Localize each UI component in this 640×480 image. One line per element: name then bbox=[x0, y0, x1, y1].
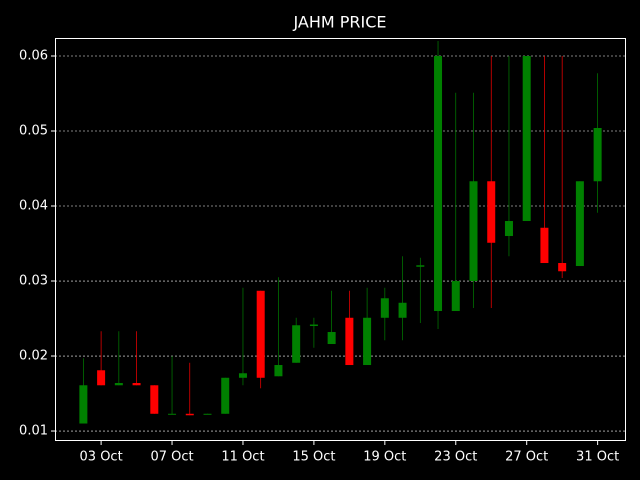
candle-body bbox=[292, 325, 301, 363]
y-tick-label: 0.05 bbox=[19, 124, 48, 139]
x-tick-label: 19 Oct bbox=[363, 450, 406, 465]
x-tick-label: 23 Oct bbox=[434, 450, 477, 465]
x-tick-label: 03 Oct bbox=[80, 450, 123, 465]
candle-body bbox=[150, 385, 159, 414]
x-tick-label: 07 Oct bbox=[150, 450, 193, 465]
candle-body bbox=[309, 324, 318, 327]
candle-body bbox=[487, 181, 496, 243]
plot-area bbox=[55, 41, 626, 432]
candle-body bbox=[327, 332, 336, 345]
x-tick-label: 15 Oct bbox=[292, 450, 335, 465]
y-tick-label: 0.01 bbox=[19, 424, 48, 439]
y-tick-label: 0.03 bbox=[19, 274, 48, 289]
candle-body bbox=[274, 365, 283, 377]
candle-body bbox=[221, 377, 230, 414]
axes-frame bbox=[55, 38, 626, 441]
candle-body bbox=[203, 413, 212, 415]
candle-body bbox=[398, 302, 407, 318]
candle-body bbox=[522, 56, 531, 222]
candle-body bbox=[345, 317, 354, 366]
candle-body bbox=[363, 317, 372, 366]
y-tick-label: 0.02 bbox=[19, 349, 48, 364]
candle-body bbox=[185, 413, 194, 416]
candle-body bbox=[575, 181, 584, 267]
candle-body bbox=[256, 290, 265, 378]
candle-body bbox=[168, 413, 177, 415]
candle-body bbox=[469, 181, 478, 282]
candle-body bbox=[380, 298, 389, 318]
candle-body bbox=[540, 227, 549, 264]
candle-body bbox=[238, 373, 247, 378]
x-tick-label: 11 Oct bbox=[221, 450, 264, 465]
candle-body bbox=[451, 281, 460, 312]
candle-body bbox=[504, 221, 513, 237]
chart-title: JAHM PRICE bbox=[292, 13, 386, 32]
candle-body bbox=[97, 370, 106, 386]
x-tick-label: 31 Oct bbox=[576, 450, 619, 465]
candle-body bbox=[434, 56, 443, 312]
candle-body bbox=[593, 128, 602, 182]
y-tick-label: 0.04 bbox=[19, 199, 48, 214]
candle-body bbox=[132, 383, 141, 386]
candle-body bbox=[558, 263, 567, 272]
x-tick-label: 27 Oct bbox=[505, 450, 548, 465]
candle-body bbox=[79, 385, 88, 424]
candle-body bbox=[114, 383, 123, 386]
y-tick-label: 0.06 bbox=[19, 49, 48, 64]
candle-body bbox=[416, 265, 425, 267]
